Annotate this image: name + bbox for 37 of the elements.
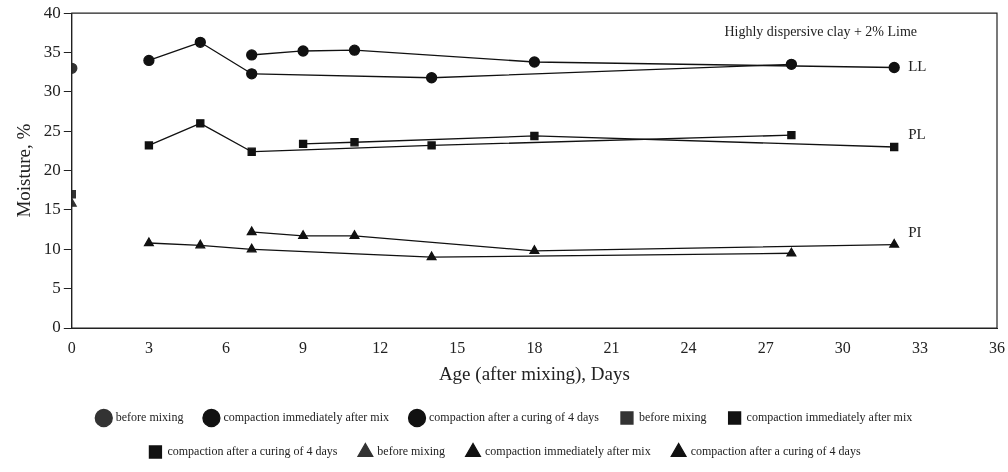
y-axis-title: Moisture, %	[13, 123, 35, 218]
legend-label: compaction immediately after mix	[485, 444, 651, 459]
annotation: PI	[908, 223, 922, 240]
y-tick-label: 10	[43, 238, 61, 258]
annotation: Highly dispersive clay + 2% Lime	[724, 23, 917, 39]
annotation: LL	[908, 58, 927, 75]
legend-label: compaction immediately after mix	[746, 410, 913, 425]
x-tick-label: 30	[834, 338, 851, 356]
x-tick-label: 6	[222, 338, 230, 356]
legend-label: compaction after a curing of 4 days	[690, 444, 861, 459]
x-tick-label: 21	[603, 338, 620, 356]
x-tick-label: 15	[449, 338, 466, 356]
x-tick-label: 18	[526, 338, 543, 356]
legend-label: before mixing	[377, 444, 446, 459]
legend-label: before mixing	[638, 410, 707, 425]
legend-label: before mixing	[115, 410, 184, 425]
legend-label: compaction after a curing of 4 days	[167, 444, 338, 459]
x-tick-label: 3	[144, 338, 153, 356]
x-axis-title: Age (after mixing), Days	[438, 362, 630, 385]
y-tick-label: 15	[43, 199, 61, 219]
legend-label: compaction immediately after mix	[223, 410, 390, 425]
x-tick-label: 12	[372, 338, 389, 356]
annotation: PL	[908, 125, 926, 142]
x-tick-label: 24	[680, 338, 697, 356]
y-tick-label: 30	[43, 81, 61, 101]
y-tick-label: 20	[43, 160, 61, 180]
y-tick-label: 40	[43, 2, 61, 22]
x-tick-label: 36	[989, 338, 1005, 356]
x-tick-label: 0	[67, 338, 76, 356]
x-tick-label: 33	[911, 338, 928, 356]
y-tick-label: 35	[43, 42, 61, 62]
y-tick-label: 5	[52, 278, 61, 298]
x-tick-label: 9	[299, 338, 308, 356]
y-tick-label: 0	[52, 317, 61, 337]
x-tick-label: 27	[757, 338, 774, 356]
y-tick-label: 25	[43, 120, 61, 140]
legend-label: compaction after a curing of 4 days	[429, 410, 600, 425]
